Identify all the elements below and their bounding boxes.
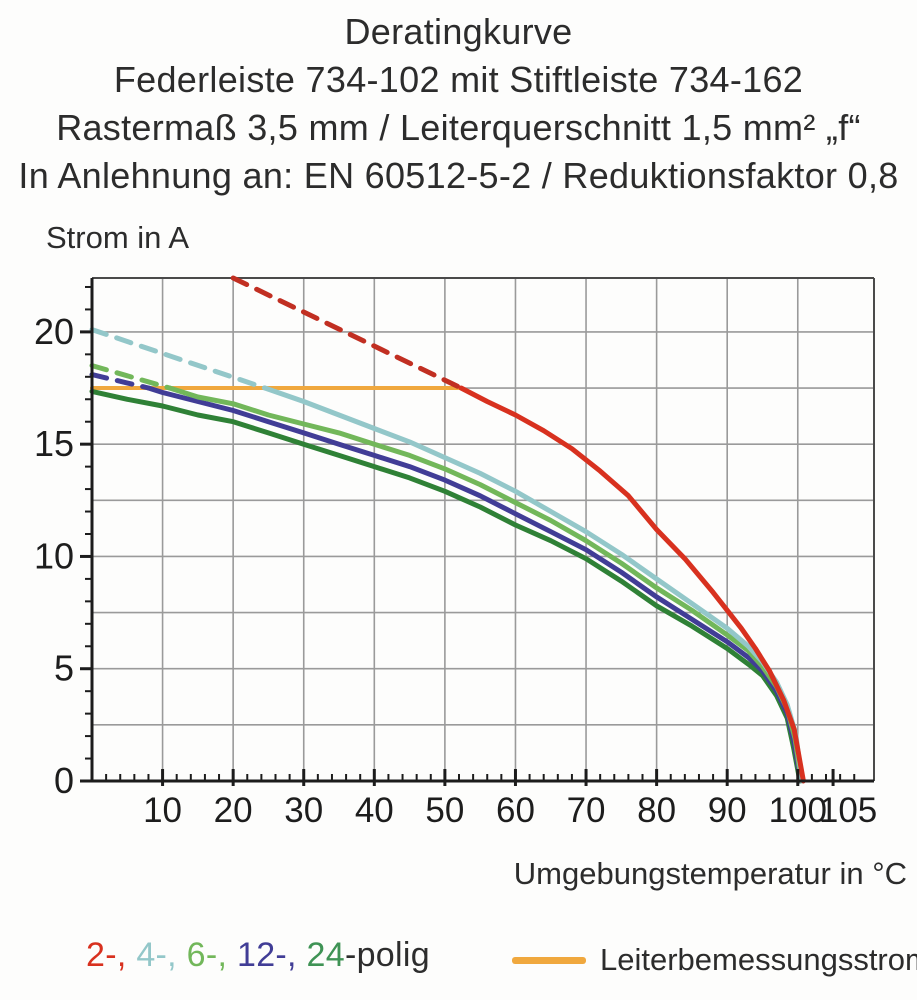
rated-current-label: Leiterbemessungsstrom	[600, 942, 917, 977]
y-tick-label: 10	[34, 535, 74, 576]
legend-pole-item: 2-,	[86, 936, 137, 974]
x-tick-label: 60	[496, 791, 535, 830]
curve-2-polig-extrapolated	[230, 275, 464, 391]
legend-pole-item: 6-,	[186, 936, 237, 974]
x-tick-label: 30	[284, 791, 323, 830]
y-tick-label: 0	[54, 760, 74, 801]
x-axis-label: Umgebungstemperatur in °C	[513, 856, 907, 891]
curve-6-polig	[167, 385, 804, 784]
legend-pole-counts: 2-, 4-, 6-, 12-, 24-polig	[86, 936, 430, 975]
curve-2-polig	[458, 385, 806, 784]
y-tick-label: 20	[34, 311, 74, 352]
legend-pole-item: 12-,	[236, 936, 307, 974]
x-tick-label: 40	[355, 791, 394, 830]
y-axis-label: Strom in A	[46, 220, 189, 255]
title-line-1: Deratingkurve	[344, 11, 573, 52]
x-tick-label: 80	[637, 791, 676, 830]
curve-12-polig	[146, 385, 804, 784]
title-line-3: Rastermaß 3,5 mm / Leiterquerschnitt 1,5…	[56, 107, 861, 148]
title-line-4: In Anlehnung an: EN 60512-5-2 / Reduktio…	[18, 155, 899, 196]
legend-pole-suffix: -polig	[344, 936, 430, 974]
title-line-2: Federleiste 734-102 mit Stiftleiste 734-…	[113, 59, 804, 100]
curve-6-polig-extrapolated	[89, 363, 173, 391]
x-tick-label: 105	[819, 791, 877, 830]
chart-title-block: Deratingkurve Federleiste 734-102 mit St…	[0, 8, 917, 200]
x-tick-label: 10	[143, 791, 182, 830]
legend-rated-current: Leiterbemessungsstrom	[512, 932, 917, 988]
x-tick-label: 70	[567, 791, 606, 830]
x-tick-label: 100	[769, 791, 827, 830]
legend-pole-item: 4-,	[136, 936, 187, 974]
x-tick-label: 90	[708, 791, 747, 830]
curve-4-polig-extrapolated	[89, 327, 268, 391]
x-tick-label: 20	[214, 791, 253, 830]
curve-24-polig	[89, 388, 803, 784]
rated-current-line-swatch	[512, 956, 586, 964]
legend-row: 2-, 4-, 6-, 12-, 24-polig Leiterbemessun…	[0, 932, 917, 992]
curve-12-polig-extrapolated	[89, 372, 151, 391]
y-tick-label: 15	[34, 423, 74, 464]
legend-pole-item: 24	[306, 936, 345, 974]
y-tick-label: 5	[54, 648, 74, 689]
x-tick-label: 50	[425, 791, 464, 830]
